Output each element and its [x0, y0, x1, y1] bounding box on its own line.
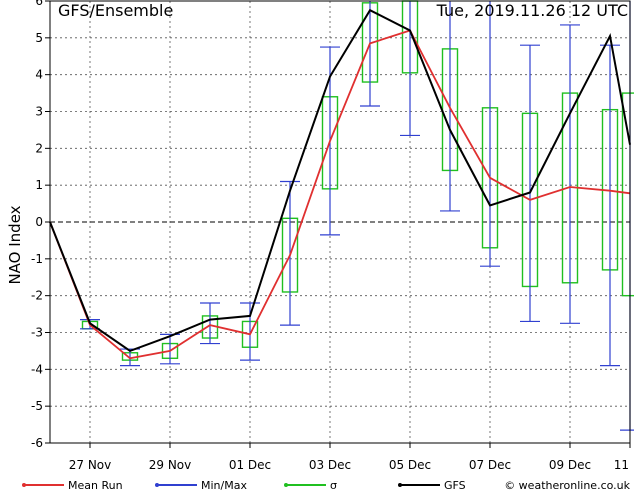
- y-tick-label: -5: [31, 399, 43, 413]
- run-timestamp: Tue, 2019.11.26 12 UTC: [436, 1, 628, 20]
- y-tick-label: 5: [35, 31, 43, 45]
- legend: Mean Run Min/Max σ GFS: [22, 479, 466, 490]
- legend-dot-icon: [22, 483, 26, 487]
- y-tick-label: -3: [31, 326, 43, 340]
- y-tick-label: 3: [35, 105, 43, 119]
- x-axis: 27 Nov 29 Nov 01 Dec 03 Dec 05 Dec 07 Dec 09 D…: [69, 443, 631, 472]
- y-axis-label: NAO Index: [6, 205, 24, 284]
- x-tick-label: 09 Dec: [549, 458, 591, 472]
- legend-label: Mean Run: [68, 479, 123, 490]
- mean-run-line: [49, 29, 631, 360]
- y-tick-label: 1: [35, 178, 43, 192]
- x-tick-label: 29 Nov: [149, 458, 192, 472]
- y-tick-label: 0: [35, 215, 43, 229]
- y-tick-label: 6: [35, 0, 43, 8]
- y-tick-label: -2: [31, 289, 43, 303]
- legend-dot-icon: [284, 483, 288, 487]
- legend-label: Min/Max: [201, 479, 247, 490]
- x-tick-label: 27 Nov: [69, 458, 112, 472]
- x-tick-label: 11: [614, 458, 629, 472]
- line-series: [49, 8, 631, 360]
- y-tick-label: 2: [35, 141, 43, 155]
- gfs-line: [49, 8, 631, 353]
- legend-label: GFS: [444, 479, 466, 490]
- legend-dot-icon: [155, 483, 159, 487]
- y-tick-label: -4: [31, 362, 43, 376]
- y-tick-label: -1: [31, 252, 43, 266]
- x-tick-label: 07 Dec: [469, 458, 511, 472]
- x-tick-label: 01 Dec: [229, 458, 271, 472]
- x-tick-label: 03 Dec: [309, 458, 351, 472]
- y-tick-label: -6: [31, 436, 43, 450]
- chart-title: GFS/Ensemble: [58, 1, 173, 20]
- x-tick-label: 05 Dec: [389, 458, 431, 472]
- legend-dot-icon: [398, 483, 402, 487]
- y-tick-label: 4: [35, 68, 43, 82]
- legend-label: σ: [330, 479, 337, 490]
- y-axis: -6 -5 -4 -3 -2 -1 0 1 2 3 4 5 6: [31, 0, 50, 450]
- credit-text: © weatheronline.co.uk: [504, 479, 630, 490]
